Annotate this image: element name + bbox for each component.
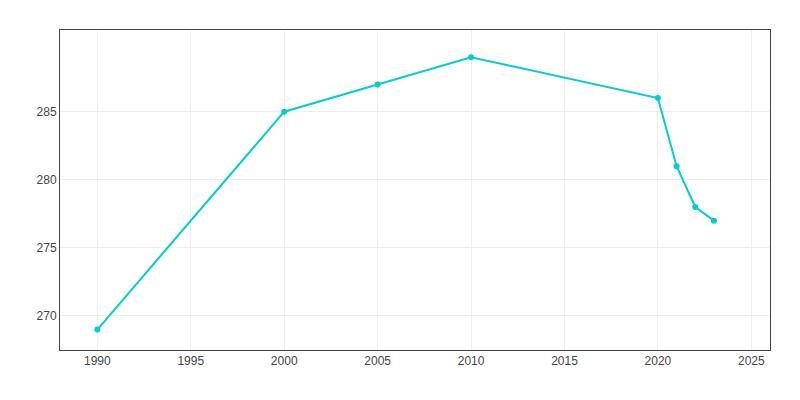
svg-text:2010: 2010 [458, 354, 485, 368]
svg-text:2000: 2000 [271, 354, 298, 368]
svg-text:2015: 2015 [551, 354, 578, 368]
svg-text:2025: 2025 [738, 354, 765, 368]
svg-text:280: 280 [37, 173, 57, 187]
svg-text:1990: 1990 [84, 354, 111, 368]
svg-text:270: 270 [37, 309, 57, 323]
svg-text:285: 285 [37, 105, 57, 119]
svg-text:2005: 2005 [364, 354, 391, 368]
svg-text:2020: 2020 [645, 354, 672, 368]
svg-text:1995: 1995 [177, 354, 204, 368]
svg-text:275: 275 [37, 241, 57, 255]
